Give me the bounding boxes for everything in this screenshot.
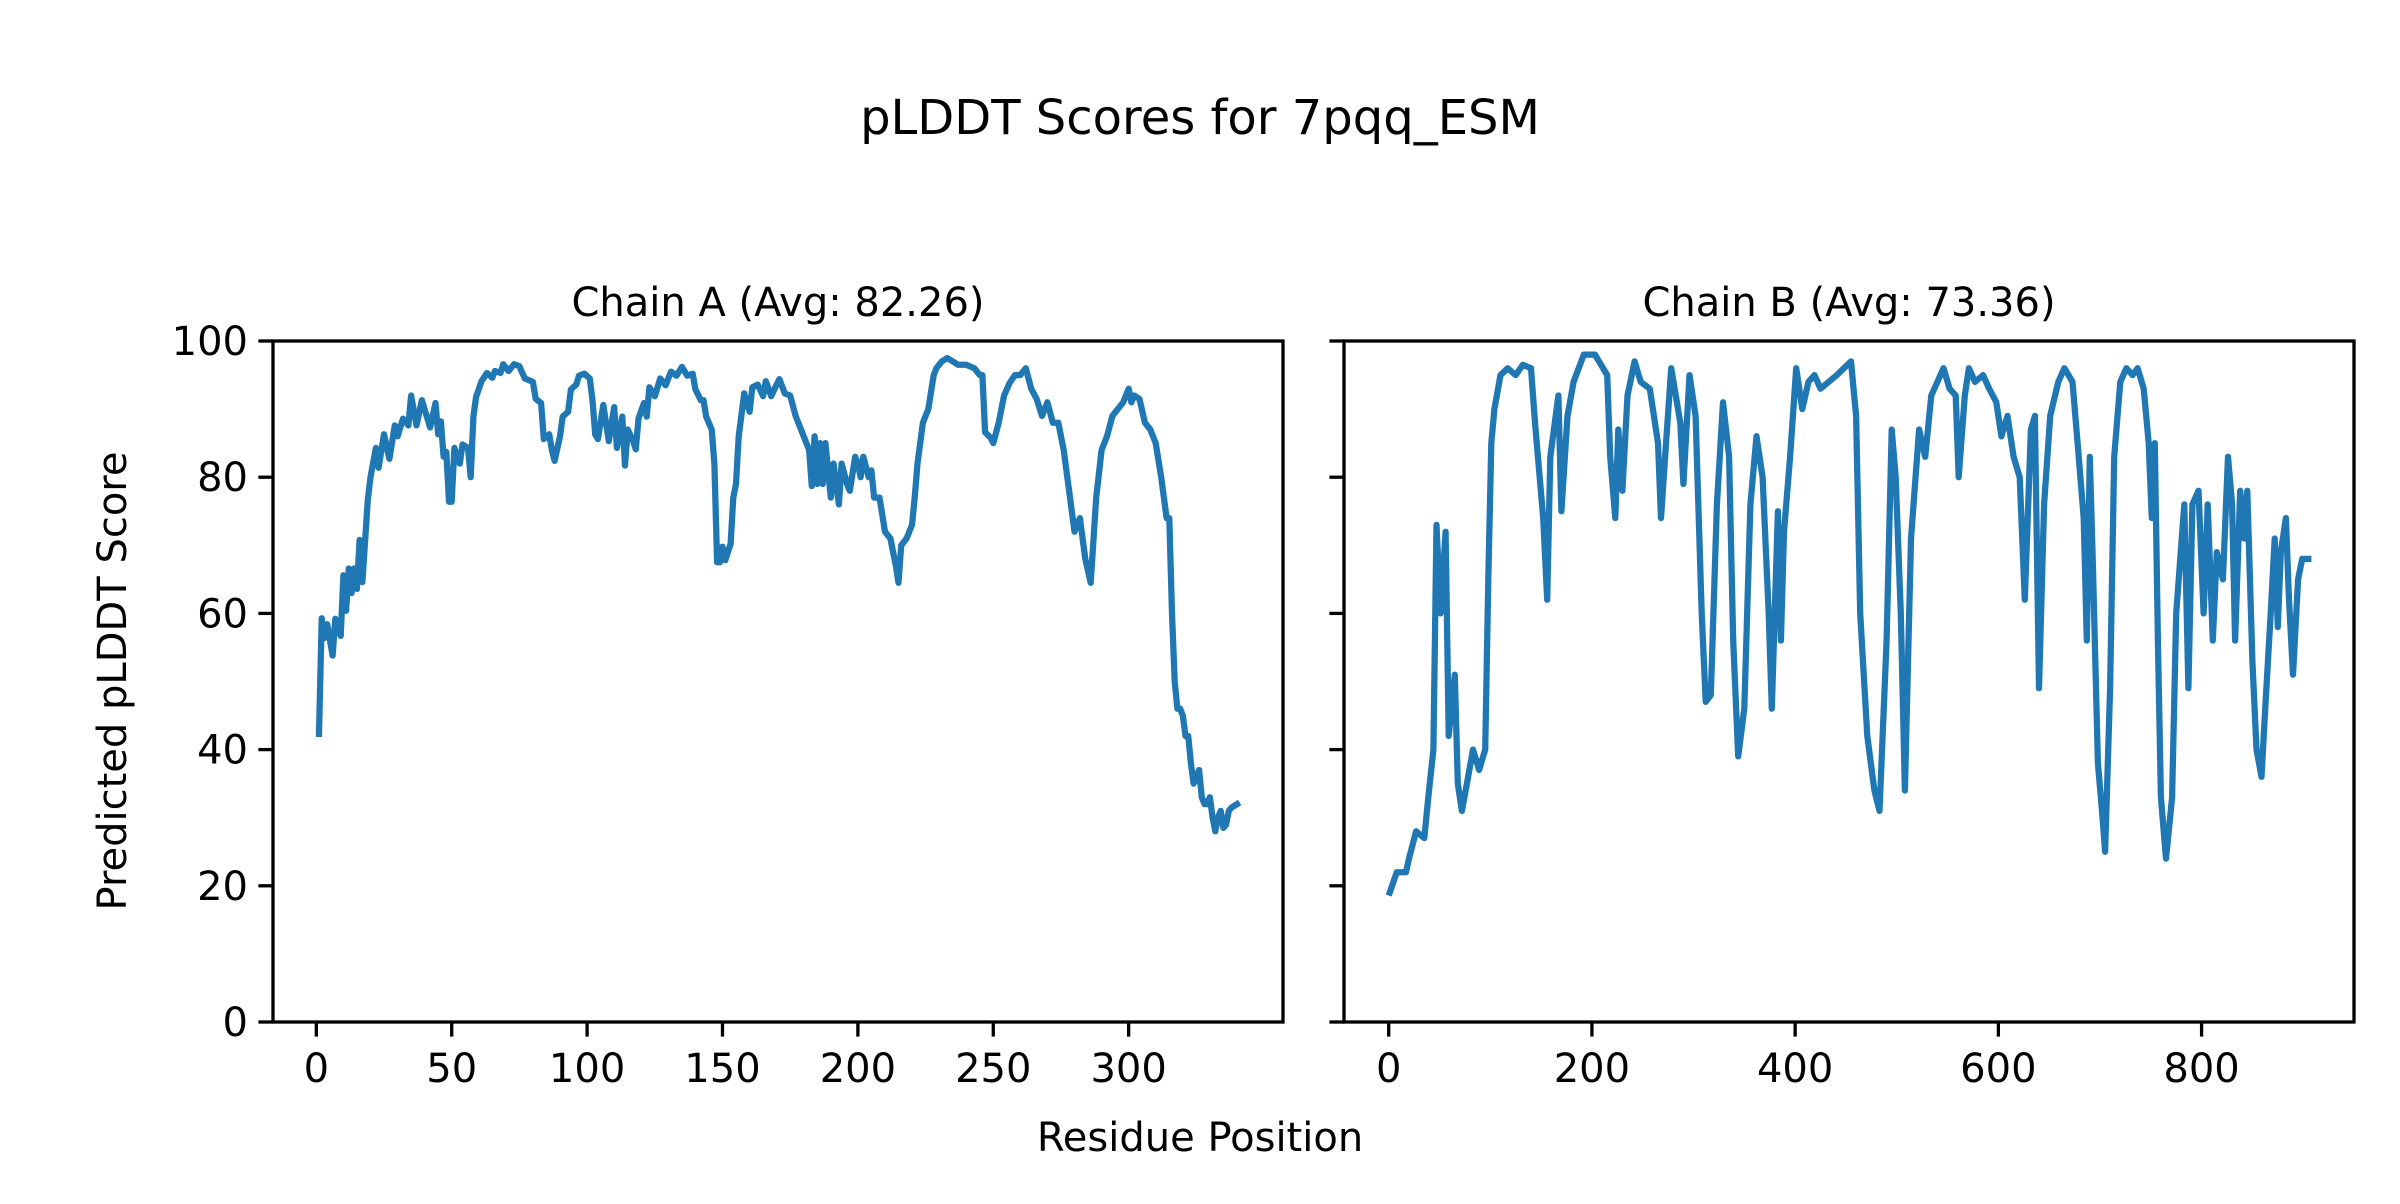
chain-b-x-tick-label: 600 [1960, 1046, 2036, 1092]
chain-a-x-tick-label: 100 [549, 1046, 625, 1092]
chain-a-y-tick-label: 20 [197, 864, 248, 910]
chain-a-x-tick-label: 150 [684, 1046, 760, 1092]
chain-a-y-tick-label: 60 [197, 591, 248, 637]
chain-a-x-tick-label: 0 [304, 1046, 329, 1092]
chain-a-panel: Chain A (Avg: 82.26) 0 50 100 150 200 250 300 0… [172, 280, 1285, 1092]
chain-a-x-tick-label: 250 [955, 1046, 1031, 1092]
chain-a-y-tick-label: 0 [223, 1000, 248, 1046]
chain-a-y-tick-label: 80 [197, 455, 248, 501]
chain-b-x-tick-label: 200 [1554, 1046, 1630, 1092]
chain-b-x-tick-label: 0 [1376, 1046, 1401, 1092]
chain-a-axes-frame [271, 339, 1285, 1024]
chain-a-y-tick-label: 100 [172, 319, 248, 365]
figure-title: pLDDT Scores for 7pqq_ESM [860, 90, 1540, 146]
chain-b-title: Chain B (Avg: 73.36) [1642, 280, 2055, 326]
y-axis-label: Predicted pLDDT Score [90, 452, 136, 911]
chain-b-x-tick-label: 400 [1757, 1046, 1833, 1092]
chain-b-plddt-line [1385, 351, 2312, 897]
chain-a-x-tick-label: 300 [1090, 1046, 1166, 1092]
x-axis-label: Residue Position [1037, 1115, 1363, 1161]
chain-a-plddt-line [315, 354, 1242, 835]
chain-a-x-tick-label: 50 [426, 1046, 477, 1092]
chain-b-panel: Chain B (Avg: 73.36) 0 200 400 600 800 [1329, 280, 2356, 1092]
chain-b-x-tick-label: 800 [2163, 1046, 2239, 1092]
chain-b-axes-frame [1342, 339, 2356, 1024]
chain-a-y-tick-label: 40 [197, 728, 248, 774]
chain-a-title: Chain A (Avg: 82.26) [571, 280, 984, 326]
chain-a-x-tick-label: 200 [820, 1046, 896, 1092]
